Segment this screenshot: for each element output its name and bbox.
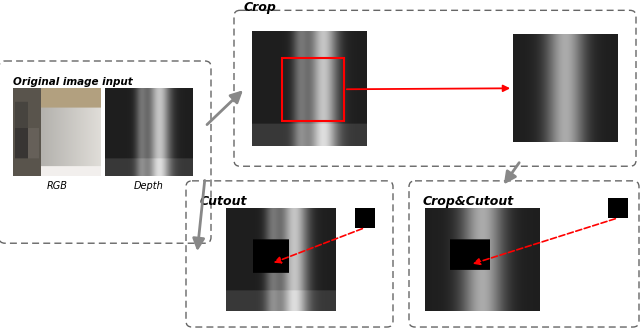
Text: Original image input: Original image input [13,77,132,87]
Bar [608,198,628,218]
Text: Crop: Crop [244,1,277,14]
Text: Depth: Depth [134,181,164,191]
Text: RGB: RGB [47,181,67,191]
Bar [282,58,344,121]
Text: Crop&Cutout: Crop&Cutout [423,195,515,208]
Text: Cutout: Cutout [200,195,248,208]
Bar [355,208,375,228]
